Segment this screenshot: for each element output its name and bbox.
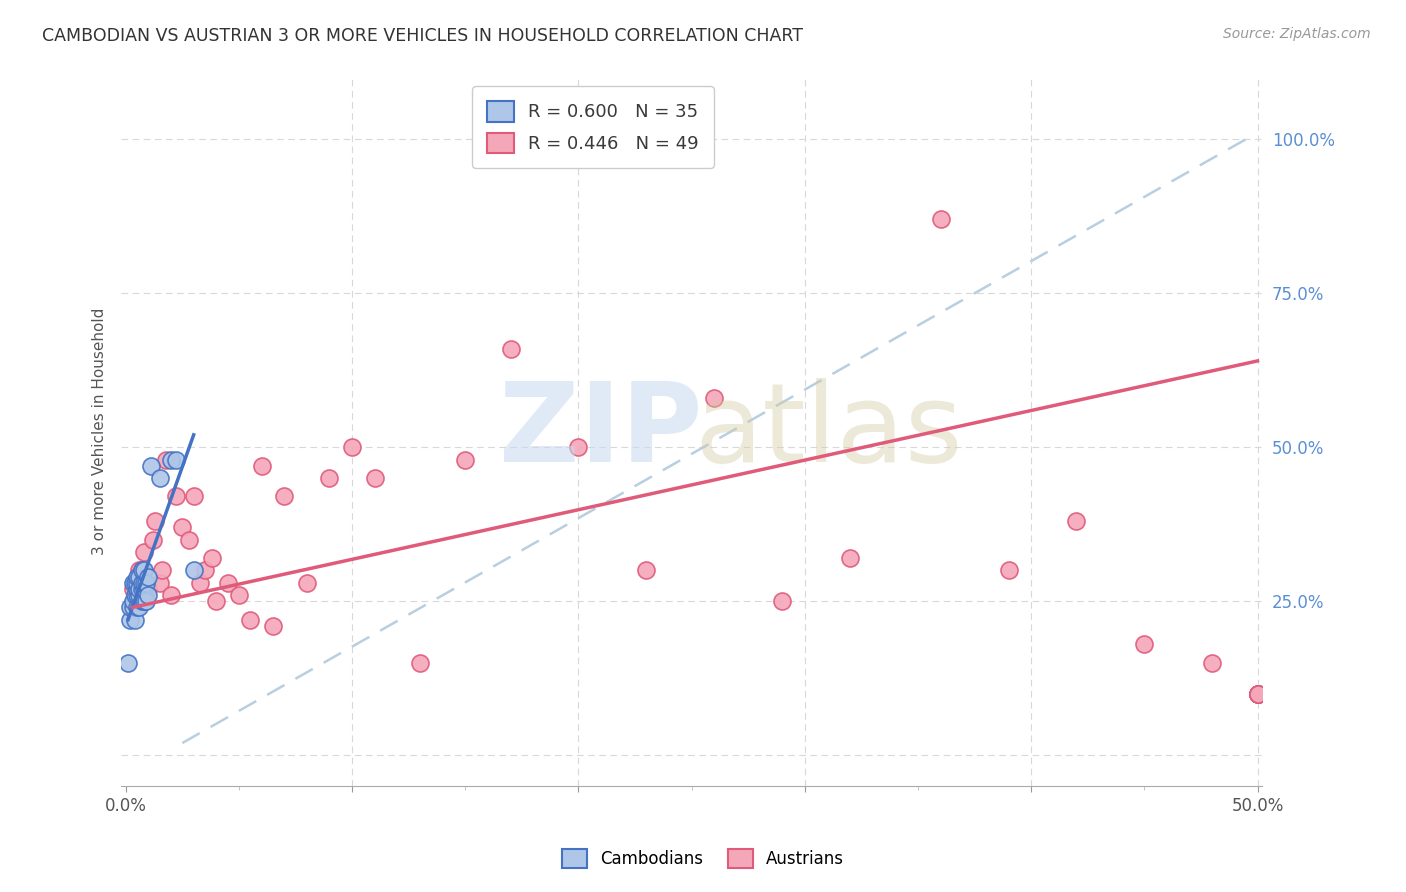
Point	[121, 582, 143, 596]
Text: ZIP: ZIP	[499, 378, 702, 485]
Point	[138, 588, 160, 602]
Point	[120, 600, 142, 615]
Point	[142, 533, 165, 547]
Point	[131, 582, 153, 596]
Point	[125, 600, 148, 615]
Point	[132, 545, 155, 559]
Point	[201, 551, 224, 566]
Point	[183, 490, 205, 504]
Point	[124, 575, 146, 590]
Point	[125, 575, 148, 590]
Point	[318, 471, 340, 485]
Point	[143, 514, 166, 528]
Point	[1201, 656, 1223, 670]
Point	[217, 575, 239, 590]
Point	[160, 452, 183, 467]
Legend: R = 0.600   N = 35, R = 0.446   N = 49: R = 0.600 N = 35, R = 0.446 N = 49	[472, 87, 713, 168]
Point	[117, 656, 139, 670]
Point	[128, 588, 150, 602]
Point	[1066, 514, 1088, 528]
Point	[132, 575, 155, 590]
Y-axis label: 3 or more Vehicles in Household: 3 or more Vehicles in Household	[93, 308, 107, 556]
Point	[138, 582, 160, 596]
Point	[132, 564, 155, 578]
Point	[165, 490, 187, 504]
Point	[183, 564, 205, 578]
Point	[132, 582, 155, 596]
Point	[124, 588, 146, 602]
Point	[1246, 687, 1268, 701]
Point	[262, 619, 284, 633]
Point	[172, 520, 194, 534]
Point	[703, 391, 725, 405]
Point	[1246, 687, 1268, 701]
Point	[636, 564, 658, 578]
Point	[205, 594, 228, 608]
Point	[770, 594, 793, 608]
Point	[138, 569, 160, 583]
Point	[228, 588, 250, 602]
Point	[139, 458, 162, 473]
Point	[131, 564, 153, 578]
Legend: Cambodians, Austrians: Cambodians, Austrians	[555, 842, 851, 875]
Point	[121, 600, 143, 615]
Point	[128, 564, 150, 578]
Point	[125, 569, 148, 583]
Point	[132, 594, 155, 608]
Point	[155, 452, 177, 467]
Point	[135, 594, 157, 608]
Point	[567, 440, 589, 454]
Point	[149, 471, 172, 485]
Point	[1246, 687, 1268, 701]
Point	[239, 613, 262, 627]
Point	[1246, 687, 1268, 701]
Point	[128, 582, 150, 596]
Point	[149, 575, 172, 590]
Point	[295, 575, 318, 590]
Point	[165, 452, 187, 467]
Point	[997, 564, 1019, 578]
Point	[131, 575, 153, 590]
Point	[150, 564, 173, 578]
Text: atlas: atlas	[695, 378, 963, 485]
Point	[124, 613, 146, 627]
Point	[499, 342, 522, 356]
Point	[128, 569, 150, 583]
Point	[125, 588, 148, 602]
Point	[131, 564, 153, 578]
Point	[273, 490, 295, 504]
Point	[131, 594, 153, 608]
Text: CAMBODIAN VS AUSTRIAN 3 OR MORE VEHICLES IN HOUSEHOLD CORRELATION CHART: CAMBODIAN VS AUSTRIAN 3 OR MORE VEHICLES…	[42, 27, 803, 45]
Point	[121, 575, 143, 590]
Text: Source: ZipAtlas.com: Source: ZipAtlas.com	[1223, 27, 1371, 41]
Point	[120, 613, 142, 627]
Point	[190, 575, 212, 590]
Point	[125, 582, 148, 596]
Point	[121, 594, 143, 608]
Point	[194, 564, 217, 578]
Point	[364, 471, 387, 485]
Point	[409, 656, 432, 670]
Point	[340, 440, 363, 454]
Point	[179, 533, 201, 547]
Point	[135, 575, 157, 590]
Point	[839, 551, 862, 566]
Point	[160, 588, 183, 602]
Point	[1246, 687, 1268, 701]
Point	[929, 212, 952, 227]
Point	[128, 600, 150, 615]
Point	[250, 458, 273, 473]
Point	[1133, 637, 1156, 651]
Point	[125, 575, 148, 590]
Point	[1246, 687, 1268, 701]
Point	[454, 452, 477, 467]
